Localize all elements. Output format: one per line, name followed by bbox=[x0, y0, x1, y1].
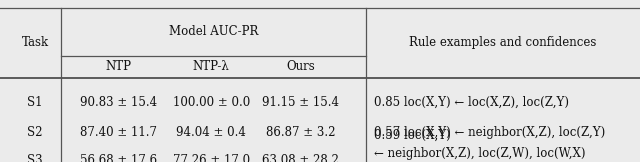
Text: Ours: Ours bbox=[287, 60, 315, 73]
Text: 0.57 loc(X,Y) ← neighbor(X,Z), loc(Z,Y): 0.57 loc(X,Y) ← neighbor(X,Z), loc(Z,Y) bbox=[374, 126, 605, 139]
Text: 0.59 loc(X,Y)
← neighbor(X,Z), loc(Z,W), loc(W,X): 0.59 loc(X,Y) ← neighbor(X,Z), loc(Z,W),… bbox=[374, 129, 585, 160]
Text: 87.40 ± 11.7: 87.40 ± 11.7 bbox=[80, 126, 157, 139]
Text: 86.87 ± 3.2: 86.87 ± 3.2 bbox=[266, 126, 335, 139]
Text: Task: Task bbox=[22, 36, 49, 49]
Text: NTP-λ: NTP-λ bbox=[193, 60, 230, 73]
Text: Rule examples and confidences: Rule examples and confidences bbox=[410, 36, 596, 49]
Text: 63.08 ± 28.2: 63.08 ± 28.2 bbox=[262, 154, 339, 162]
Text: S1: S1 bbox=[28, 96, 43, 109]
Text: 56.68 ± 17.6: 56.68 ± 17.6 bbox=[80, 154, 157, 162]
Text: S3: S3 bbox=[28, 154, 43, 162]
Text: 90.83 ± 15.4: 90.83 ± 15.4 bbox=[80, 96, 157, 109]
Text: Model AUC-PR: Model AUC-PR bbox=[169, 25, 259, 39]
Text: S2: S2 bbox=[28, 126, 43, 139]
Text: 91.15 ± 15.4: 91.15 ± 15.4 bbox=[262, 96, 339, 109]
Text: 77.26 ± 17.0: 77.26 ± 17.0 bbox=[173, 154, 250, 162]
Text: 100.00 ± 0.0: 100.00 ± 0.0 bbox=[173, 96, 250, 109]
Text: 0.85 loc(X,Y) ← loc(X,Z), loc(Z,Y): 0.85 loc(X,Y) ← loc(X,Z), loc(Z,Y) bbox=[374, 96, 569, 109]
Text: NTP: NTP bbox=[106, 60, 131, 73]
Text: 94.04 ± 0.4: 94.04 ± 0.4 bbox=[176, 126, 246, 139]
